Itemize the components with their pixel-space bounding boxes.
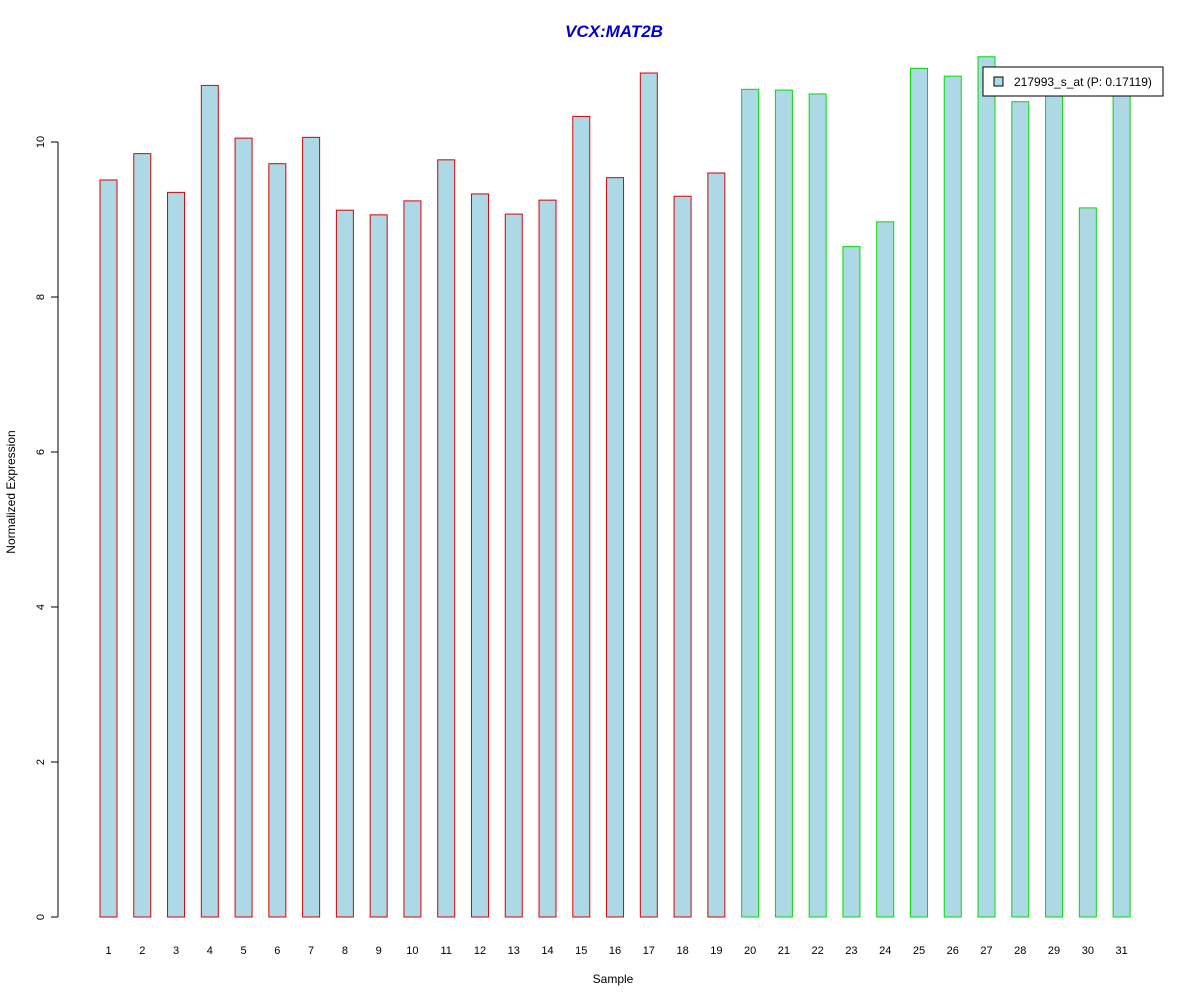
x-axis-label: Sample xyxy=(593,972,634,986)
bar-sample-8 xyxy=(335,209,354,918)
bar-sample-24 xyxy=(876,221,895,918)
x-tick-label: 12 xyxy=(474,945,486,957)
x-tick-label: 19 xyxy=(710,945,722,957)
x-tick-label: 30 xyxy=(1082,945,1094,957)
legend-swatch xyxy=(993,76,1004,87)
y-tick-label: 2 xyxy=(35,759,47,765)
y-axis-label: Normalized Expression xyxy=(4,430,18,553)
y-tick-label: 8 xyxy=(35,294,47,300)
legend-label: 217993_s_at (P: 0.17119) xyxy=(1014,75,1152,89)
legend: 217993_s_at (P: 0.17119) xyxy=(982,66,1164,97)
x-tick-label: 28 xyxy=(1014,945,1026,957)
bar-sample-29 xyxy=(1045,95,1064,918)
x-tick-label: 29 xyxy=(1048,945,1060,957)
x-tick-label: 16 xyxy=(609,945,621,957)
bar-sample-26 xyxy=(943,75,962,918)
bar-sample-18 xyxy=(673,195,692,918)
x-tick-label: 1 xyxy=(105,945,111,957)
x-tick-label: 31 xyxy=(1115,945,1127,957)
x-tick-label: 11 xyxy=(440,945,451,957)
y-tick-label: 10 xyxy=(35,136,47,148)
bar-sample-5 xyxy=(234,137,253,918)
y-tick-label: 4 xyxy=(35,604,47,610)
x-tick-label: 24 xyxy=(879,945,891,957)
bar-sample-1 xyxy=(99,179,118,918)
bar-sample-9 xyxy=(369,214,388,918)
bars-group xyxy=(99,56,1131,918)
x-tick-label: 5 xyxy=(241,945,247,957)
x-tick-label: 25 xyxy=(913,945,925,957)
x-tick-label: 22 xyxy=(812,945,824,957)
bar-sample-13 xyxy=(504,213,523,918)
x-tick-label: 7 xyxy=(308,945,314,957)
x-tick-label: 13 xyxy=(508,945,520,957)
bar-sample-16 xyxy=(606,177,625,918)
bar-sample-4 xyxy=(200,84,219,918)
x-tick-label: 15 xyxy=(575,945,587,957)
y-tick-label: 0 xyxy=(35,914,47,920)
x-tick-label: 4 xyxy=(207,945,213,957)
x-tick-label: 20 xyxy=(744,945,756,957)
bar-sample-30 xyxy=(1078,207,1097,918)
legend-box xyxy=(982,66,1164,97)
x-tick-label: 3 xyxy=(173,945,179,957)
bar-sample-15 xyxy=(572,115,591,918)
bar-sample-3 xyxy=(167,191,186,918)
bar-sample-31 xyxy=(1112,77,1131,918)
bar-sample-23 xyxy=(842,246,861,918)
x-tick-label: 21 xyxy=(778,945,790,957)
bar-sample-20 xyxy=(741,88,760,918)
x-tick-label: 8 xyxy=(342,945,348,957)
x-tick-label: 17 xyxy=(643,945,655,957)
bar-sample-7 xyxy=(302,136,321,918)
bar-sample-25 xyxy=(909,67,928,918)
x-tick-label: 26 xyxy=(947,945,959,957)
bar-sample-22 xyxy=(808,93,827,918)
bar-sample-21 xyxy=(774,89,793,918)
y-tick-label: 6 xyxy=(35,449,47,455)
bar-sample-2 xyxy=(133,153,152,918)
x-tick-label: 14 xyxy=(541,945,553,957)
bar-sample-6 xyxy=(268,163,287,918)
bar-sample-19 xyxy=(707,172,726,918)
bar-sample-14 xyxy=(538,199,557,918)
x-tick-labels: 1 2 3 4 5 6 7 8 9 10 11 12 13 14 15 16 17 18 19 20 21 22 23 24 2… xyxy=(105,945,1127,957)
x-tick-label: 6 xyxy=(274,945,280,957)
bar-sample-27 xyxy=(977,56,996,918)
x-tick-label: 18 xyxy=(676,945,688,957)
bar-sample-12 xyxy=(470,193,489,918)
x-tick-label: 2 xyxy=(139,945,145,957)
y-axis: 0 2 4 6 8 10 xyxy=(35,136,59,920)
x-tick-label: 10 xyxy=(406,945,418,957)
chart-title: VCX:MAT2B xyxy=(565,22,663,41)
bar-sample-11 xyxy=(437,159,456,918)
bar-sample-28 xyxy=(1011,101,1030,918)
bar-sample-10 xyxy=(403,200,422,918)
x-tick-label: 27 xyxy=(980,945,992,957)
x-tick-label: 9 xyxy=(376,945,382,957)
x-tick-label: 23 xyxy=(845,945,857,957)
bar-sample-17 xyxy=(639,72,658,918)
